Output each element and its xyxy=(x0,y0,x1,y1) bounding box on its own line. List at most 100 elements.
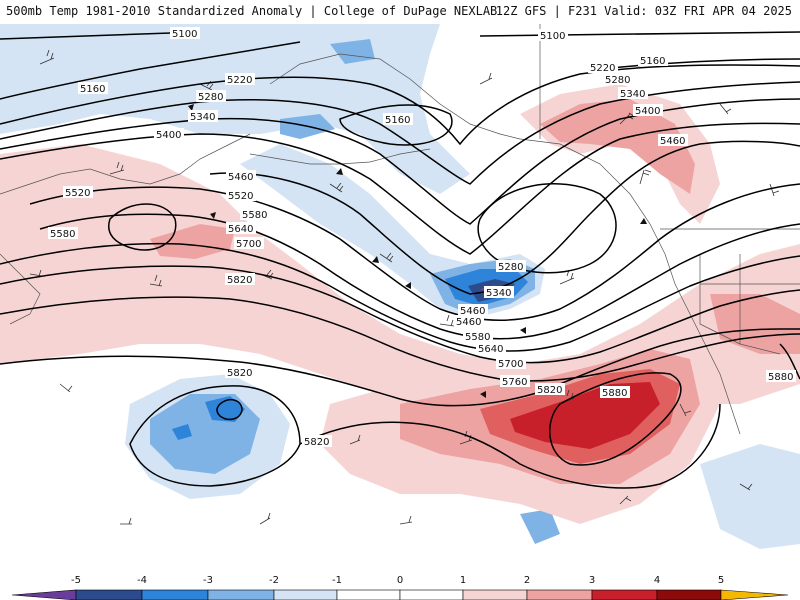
legend-tick-label: -5 xyxy=(71,575,81,586)
contour-label: 5100 xyxy=(172,29,197,40)
legend-tick-label: 3 xyxy=(589,575,595,586)
contour-label: 5460 xyxy=(660,136,685,147)
legend-swatch-zero-pos xyxy=(399,589,464,600)
legend-swatch-p3 xyxy=(591,589,658,600)
legend-color-bar xyxy=(11,589,789,600)
wind-barb xyxy=(349,434,361,445)
wind-barb xyxy=(329,182,344,193)
wind-barb xyxy=(29,269,43,277)
contour-label: 5160 xyxy=(80,84,105,95)
legend-swatch-zero-neg xyxy=(336,589,401,600)
cold-region-northwest xyxy=(0,24,470,194)
contour-label: 5460 xyxy=(460,306,485,317)
contour-label: 5100 xyxy=(540,31,565,42)
contour-label: 5220 xyxy=(590,63,615,74)
contour-5820-main xyxy=(0,328,800,407)
warm-region-southwest-coast xyxy=(710,294,800,354)
contour-5880-edge xyxy=(779,343,800,380)
legend-swatch-m3 xyxy=(141,589,209,600)
contour-label: 5160 xyxy=(385,115,410,126)
wind-pennant xyxy=(520,327,526,334)
contour-label: 5160 xyxy=(640,56,665,67)
wind-barb xyxy=(679,403,692,417)
contour-5580 xyxy=(39,213,800,340)
contour-label: 5580 xyxy=(465,332,490,343)
wind-barb xyxy=(120,517,132,525)
legend-swatch-m4 xyxy=(75,589,143,600)
contour-label: 5820 xyxy=(537,385,562,396)
legend-swatch-m2 xyxy=(207,589,275,600)
contour-5160-west xyxy=(0,41,301,100)
legend-tick-label: 4 xyxy=(654,575,660,586)
contour-label: 5280 xyxy=(605,75,630,86)
contour-label: 5580 xyxy=(50,229,75,240)
wind-barb xyxy=(439,314,455,327)
wind-barb xyxy=(149,274,163,287)
us-west-coast xyxy=(664,253,741,435)
legend-tick-label: -4 xyxy=(137,575,147,586)
wind-barb xyxy=(639,169,652,185)
wind-barb xyxy=(59,383,73,393)
contour-label: 5460 xyxy=(228,172,253,183)
wind-pennant xyxy=(210,212,216,219)
contour-label: 5460 xyxy=(456,317,481,328)
contour-5880-cutoff xyxy=(216,399,243,421)
contour-5820-southeast xyxy=(299,403,721,489)
wind-barb xyxy=(39,49,55,65)
contour-5700 xyxy=(0,265,800,364)
legend-swatch-m1 xyxy=(273,589,338,600)
wind-barb xyxy=(479,72,493,85)
legend-tick-label: -3 xyxy=(203,575,213,586)
wind-barb xyxy=(719,103,732,115)
legend-tick-label: -1 xyxy=(332,575,342,586)
contour-5640 xyxy=(0,242,800,352)
warm-anomaly-shading xyxy=(0,84,800,524)
contour-label: 5400 xyxy=(156,130,181,141)
alaska-coast xyxy=(269,53,521,140)
contour-label: 5880 xyxy=(602,388,627,399)
legend-tick-label: 0 xyxy=(397,575,403,586)
contour-5220 xyxy=(0,64,800,146)
legend-swatch-m5-arrow xyxy=(11,589,77,600)
cold-region-south-cutoff-m3 xyxy=(205,396,245,422)
contour-5100-east xyxy=(479,31,800,37)
legend-swatch-p5-arrow xyxy=(720,589,789,600)
contour-labels: 5100 5100 5160 5160 5160 5220 5220 5280 … xyxy=(48,27,796,448)
contour-5340-low xyxy=(477,183,617,274)
contour-label: 5340 xyxy=(620,89,645,100)
color-scale-legend: -5 -4 -3 -2 -1 0 1 2 3 4 5 xyxy=(0,574,800,600)
legend-tick-label: -2 xyxy=(269,575,279,586)
wind-pennant xyxy=(405,282,411,289)
contour-5760 xyxy=(0,296,800,382)
siberia-coast xyxy=(0,133,251,195)
legend-tick-label: 1 xyxy=(460,575,466,586)
contour-5160-east xyxy=(599,58,800,70)
legend-tick-label: 2 xyxy=(524,575,530,586)
contour-label: 5700 xyxy=(498,359,523,370)
wind-pennant xyxy=(188,104,194,111)
wind-pennant xyxy=(336,168,343,175)
wind-barb xyxy=(459,430,473,445)
legend-tick-label: 5 xyxy=(718,575,724,586)
warm-region-bc-coast-p2 xyxy=(540,99,695,194)
legend-tick-labels: -5 -4 -3 -2 -1 0 1 2 3 4 5 xyxy=(71,575,724,586)
header-bar: 500mb Temp 1981-2010 Standardized Anomal… xyxy=(0,0,800,24)
kamchatka-coast xyxy=(0,253,41,325)
contour-label: 5820 xyxy=(227,368,252,379)
cold-region-aleutian-m2 xyxy=(330,39,375,64)
bc-coast xyxy=(519,138,666,255)
contour-label: 5520 xyxy=(228,191,253,202)
wind-barb xyxy=(259,512,271,525)
anomaly-map: 5100 5100 5160 5160 5160 5220 5220 5280 … xyxy=(0,24,800,574)
wind-pennant xyxy=(480,391,486,398)
contour-label: 5640 xyxy=(478,344,503,355)
legend-swatch-p4 xyxy=(656,589,722,600)
contour-label: 5580 xyxy=(242,210,267,221)
wind-pennant xyxy=(640,218,647,224)
state-border-1 xyxy=(699,254,741,345)
legend-swatch-p2 xyxy=(526,589,593,600)
contour-label: 5340 xyxy=(486,288,511,299)
contour-label: 5520 xyxy=(65,188,90,199)
cold-region-southeast xyxy=(520,509,560,544)
contour-label: 5880 xyxy=(768,372,793,383)
